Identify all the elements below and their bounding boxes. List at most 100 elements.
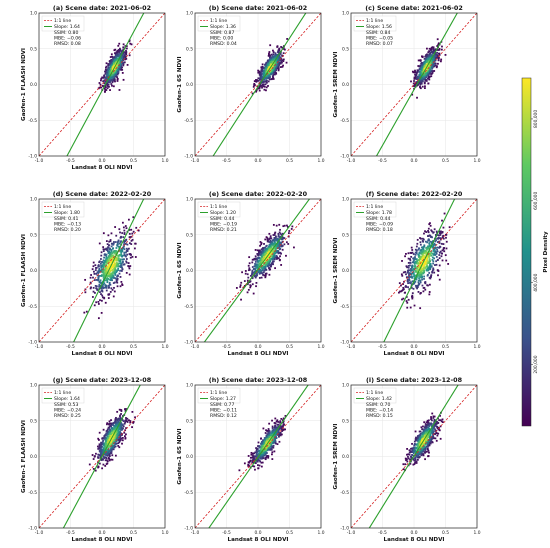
density-point xyxy=(235,287,238,289)
density-point xyxy=(116,269,119,272)
density-point xyxy=(428,69,431,72)
density-point xyxy=(108,71,111,74)
density-point xyxy=(418,68,421,71)
density-point xyxy=(423,65,426,68)
density-point xyxy=(116,419,119,422)
x-tick-label: -0.5 xyxy=(378,158,387,164)
density-point xyxy=(423,77,426,79)
density-point xyxy=(430,48,433,51)
density-point xyxy=(276,67,279,70)
density-point xyxy=(413,76,416,79)
density-point xyxy=(128,40,131,43)
density-point xyxy=(439,246,442,248)
density-point xyxy=(442,237,445,240)
density-point xyxy=(270,245,273,248)
density-point xyxy=(128,253,131,255)
density-point xyxy=(419,75,422,77)
density-point xyxy=(420,263,423,265)
density-point xyxy=(117,265,120,268)
density-point xyxy=(91,454,94,456)
density-point xyxy=(255,80,258,83)
density-point xyxy=(430,60,433,63)
density-point xyxy=(258,73,261,76)
density-point xyxy=(106,423,108,426)
density-point xyxy=(129,42,132,45)
density-point xyxy=(106,266,109,268)
density-point xyxy=(246,283,249,286)
density-point xyxy=(274,57,276,60)
density-point xyxy=(88,463,91,466)
density-point xyxy=(114,241,117,243)
density-point xyxy=(109,61,112,64)
density-point xyxy=(283,243,286,246)
density-point xyxy=(278,246,281,249)
density-point xyxy=(428,67,431,70)
x-tick-label: -0.5 xyxy=(66,344,75,350)
density-point xyxy=(98,267,101,270)
density-point xyxy=(412,82,415,85)
density-point xyxy=(254,272,257,275)
density-point xyxy=(256,80,259,82)
density-point xyxy=(125,408,128,410)
density-point xyxy=(125,58,128,60)
density-point xyxy=(119,58,122,61)
density-point xyxy=(120,428,123,431)
density-point xyxy=(120,66,123,69)
density-point xyxy=(427,54,430,57)
density-point xyxy=(120,424,122,427)
density-point xyxy=(124,45,127,47)
density-point xyxy=(119,431,122,434)
density-point xyxy=(112,445,114,448)
density-point xyxy=(417,273,420,276)
density-point xyxy=(123,431,126,434)
y-tick-label: 1.0 xyxy=(186,383,193,389)
density-point xyxy=(278,231,281,234)
density-point xyxy=(110,249,113,252)
density-point xyxy=(254,276,257,279)
density-point xyxy=(107,433,110,436)
density-point xyxy=(423,62,426,65)
y-tick-label: 0.5 xyxy=(30,46,37,52)
density-point xyxy=(280,238,283,241)
density-point xyxy=(268,267,271,270)
density-point xyxy=(434,243,437,246)
density-point xyxy=(442,234,445,237)
density-point xyxy=(278,223,281,226)
density-point xyxy=(111,427,114,430)
density-point xyxy=(131,238,134,241)
density-point xyxy=(430,75,433,78)
density-point xyxy=(98,274,100,277)
density-point xyxy=(276,256,278,258)
density-point xyxy=(107,259,110,262)
legend-box xyxy=(353,201,397,218)
density-point xyxy=(416,287,418,290)
density-point xyxy=(409,276,412,278)
density-point xyxy=(89,287,92,290)
density-point xyxy=(438,54,441,56)
density-point xyxy=(258,272,261,275)
density-point xyxy=(97,303,100,305)
density-point xyxy=(114,418,117,421)
x-tick-label: -1.0 xyxy=(347,158,356,164)
density-point xyxy=(275,254,278,257)
density-point xyxy=(121,268,124,271)
density-point xyxy=(424,87,426,90)
density-point xyxy=(411,297,414,300)
y-tick-label: -0.5 xyxy=(28,490,37,496)
density-point xyxy=(267,265,270,267)
density-point xyxy=(444,254,447,257)
density-point xyxy=(261,258,264,261)
density-point xyxy=(419,67,422,70)
density-point xyxy=(100,262,102,265)
density-point xyxy=(265,236,268,239)
density-point xyxy=(130,228,133,231)
density-point xyxy=(407,276,410,279)
density-point xyxy=(107,256,110,259)
density-point xyxy=(429,71,431,74)
density-point xyxy=(116,435,119,438)
density-point xyxy=(114,431,117,434)
density-point xyxy=(93,455,96,458)
density-point xyxy=(258,89,261,92)
density-point xyxy=(416,80,419,83)
density-point xyxy=(409,306,412,309)
